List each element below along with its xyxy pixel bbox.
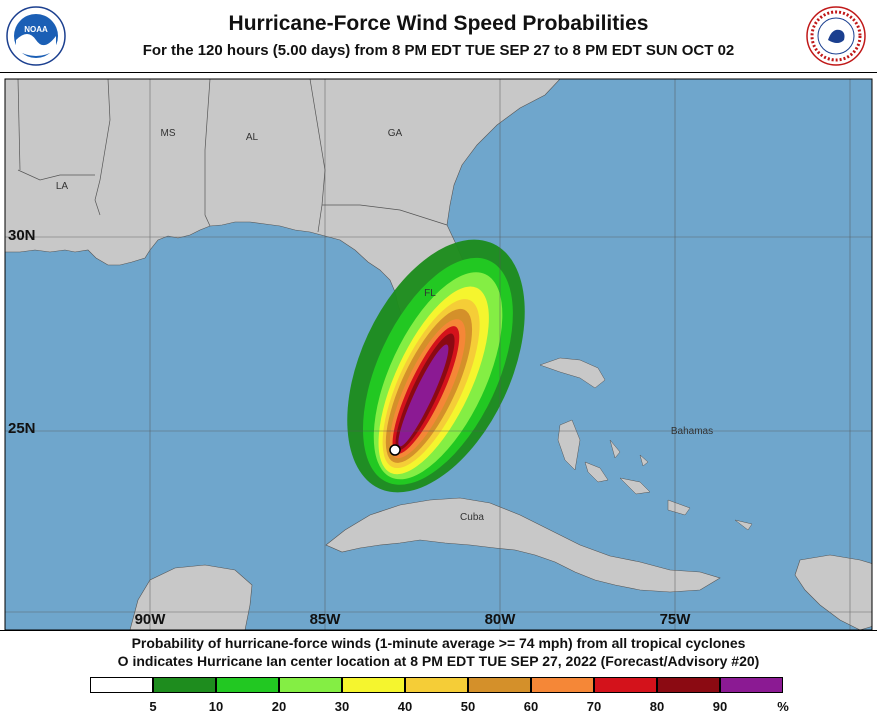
noaa-logo-text: NOAA xyxy=(24,25,48,34)
label-fl: FL xyxy=(424,288,436,299)
legend-swatch xyxy=(90,677,153,693)
legend-label: 60 xyxy=(523,699,539,714)
legend-swatch xyxy=(720,677,783,693)
header: NOAA Hurricane-Force Wind Speed Probabil… xyxy=(0,0,877,73)
legend-label: 50 xyxy=(460,699,476,714)
label-bahamas: Bahamas xyxy=(671,426,713,437)
label-cuba: Cuba xyxy=(460,512,484,523)
map-panel: 30N 25N 90W 85W 80W 75W MS AL GA LA FL B… xyxy=(0,73,877,630)
lon-label-75w: 75W xyxy=(660,611,692,628)
legend-label: 30 xyxy=(334,699,350,714)
legend-swatch xyxy=(216,677,279,693)
legend-label: 5 xyxy=(149,699,157,714)
footer-description: Probability of hurricane-force winds (1-… xyxy=(131,635,746,651)
legend-label: 20 xyxy=(271,699,287,714)
legend-label: 40 xyxy=(397,699,413,714)
legend-swatch xyxy=(279,677,342,693)
bahamas-islands xyxy=(539,357,753,531)
legend-swatch xyxy=(153,677,216,693)
legend-label: 10 xyxy=(208,699,224,714)
probability-swath xyxy=(347,239,525,493)
label-al: AL xyxy=(246,132,259,143)
lon-label-90w: 90W xyxy=(135,611,167,628)
label-la: LA xyxy=(56,181,69,192)
cuba-land xyxy=(325,497,721,593)
yucatan-land xyxy=(129,564,253,630)
legend-swatch xyxy=(531,677,594,693)
legend-swatch xyxy=(405,677,468,693)
map-title: Hurricane-Force Wind Speed Probabilities xyxy=(228,12,649,35)
legend-label: % xyxy=(777,699,789,714)
nws-logo-icon xyxy=(806,6,866,66)
noaa-logo-icon: NOAA xyxy=(6,6,66,66)
legend-label: 80 xyxy=(649,699,665,714)
storm-center-marker xyxy=(389,444,401,456)
footer-storm-note: O indicates Hurricane Ian center locatio… xyxy=(117,653,760,669)
label-ms: MS xyxy=(161,128,176,139)
footer: Probability of hurricane-force winds (1-… xyxy=(0,630,877,716)
label-ga: GA xyxy=(388,128,403,139)
latlon-grid xyxy=(5,79,872,630)
lon-label-80w: 80W xyxy=(485,611,517,628)
legend-label: 70 xyxy=(586,699,602,714)
map-border xyxy=(4,78,873,630)
lat-label-25n: 25N xyxy=(8,420,36,437)
lon-label-85w: 85W xyxy=(310,611,342,628)
legend-swatch xyxy=(657,677,720,693)
legend-swatch xyxy=(342,677,405,693)
legend-swatch xyxy=(594,677,657,693)
lat-label-30n: 30N xyxy=(8,227,36,244)
legend-label: 90 xyxy=(712,699,728,714)
legend-swatch xyxy=(468,677,531,693)
map-subtitle: For the 120 hours (5.00 days) from 8 PM … xyxy=(142,42,735,59)
state-boundaries xyxy=(17,79,448,233)
